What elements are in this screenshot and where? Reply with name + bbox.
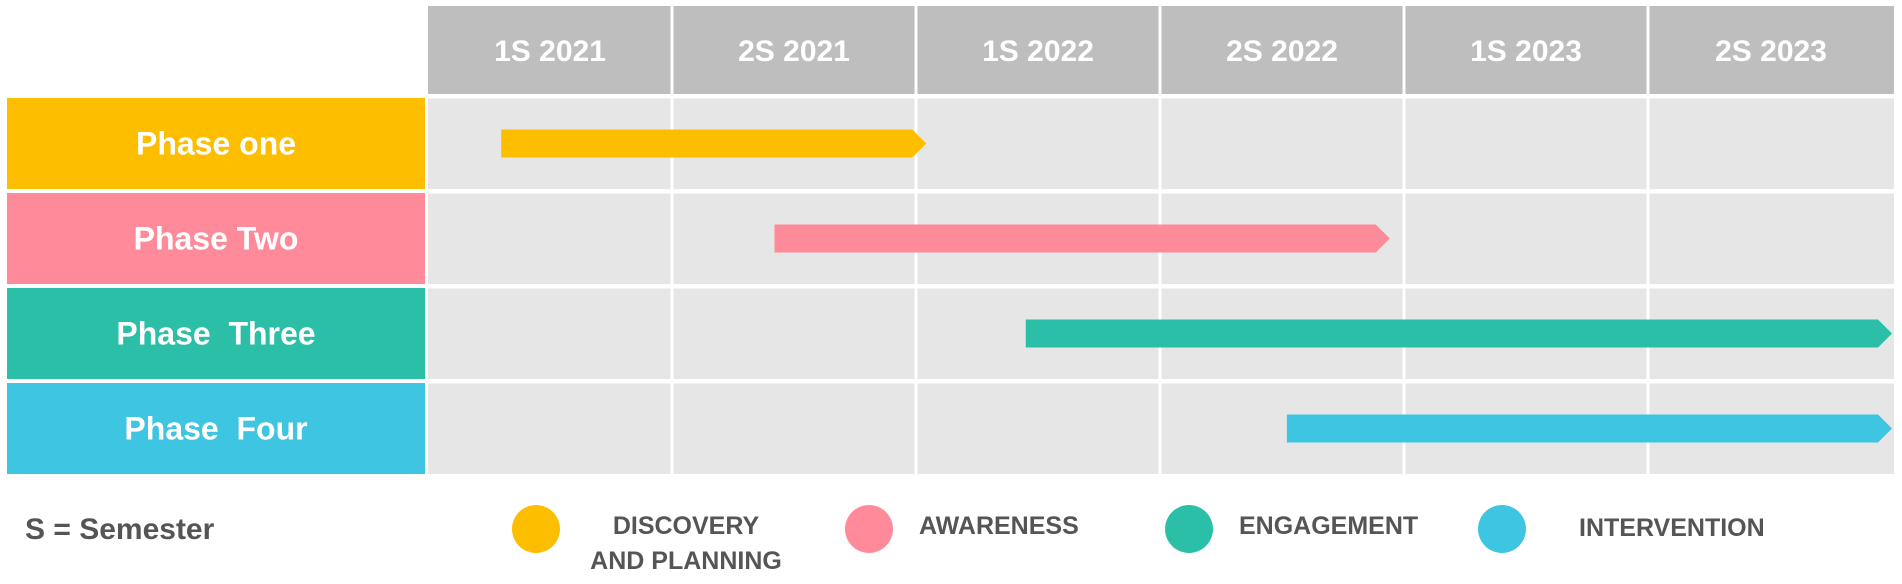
phase-bar: [774, 224, 1390, 253]
header-cell: [428, 6, 672, 94]
grid-cell: [428, 193, 672, 284]
grid-cell: [1648, 98, 1894, 189]
phase-label-box: [7, 98, 425, 189]
phase-bar: [501, 129, 927, 158]
grid-cell: [916, 383, 1160, 474]
period-label: 2S 2023: [1715, 35, 1827, 68]
phase-bar: [1025, 319, 1892, 348]
phase-label-box: [7, 383, 425, 474]
legend-item-awareness: AWARENESS: [845, 505, 1079, 553]
grid-cell: [672, 288, 916, 379]
legend-dot-awareness: [845, 505, 893, 553]
phase-label: Phase Four: [124, 411, 307, 447]
grid-cell: [1404, 98, 1648, 189]
period-label: 1S 2022: [982, 35, 1094, 68]
phase-label-box: [7, 288, 425, 379]
grid-cell: [428, 288, 672, 379]
grid-cell: [1160, 98, 1404, 189]
grid-cell: [672, 383, 916, 474]
legend-item-engagement: ENGAGEMENT: [1165, 505, 1418, 553]
grid-cell: [1404, 193, 1648, 284]
period-label: 2S 2022: [1226, 35, 1338, 68]
legend-label-intervention: INTERVENTION: [1579, 514, 1765, 542]
grid-cell: [916, 98, 1160, 189]
semester-note: S = Semester: [25, 513, 215, 546]
phase-label: Phase Three: [116, 316, 315, 352]
header-cell: [916, 6, 1160, 94]
legend-label-discovery: DISCOVERY AND PLANNING: [590, 512, 782, 575]
legend-item-discovery: DISCOVERY AND PLANNING: [512, 505, 786, 579]
header-cell: [1160, 6, 1404, 94]
header-cell: [1404, 6, 1648, 94]
phase-label: Phase one: [136, 126, 296, 162]
legend-item-intervention: INTERVENTION: [1478, 505, 1765, 553]
period-label: 1S 2023: [1470, 35, 1582, 68]
header-cell: [1648, 6, 1894, 94]
legend-dot-discovery: [512, 505, 560, 553]
grid-cell: [428, 383, 672, 474]
legend-label-awareness: AWARENESS: [919, 512, 1079, 540]
header-cell: [672, 6, 916, 94]
legend-label-engagement: ENGAGEMENT: [1239, 512, 1419, 540]
legend: S = Semester DISCOVERY AND PLANNING AWAR…: [0, 495, 1902, 584]
phase-label: Phase Two: [134, 221, 299, 257]
legend-dot-engagement: [1165, 505, 1213, 553]
gantt-chart: 1S 2021 2S 2021 1S 2022 2S 2022 1S 2023 2S 20…: [7, 6, 1894, 475]
period-label: 2S 2021: [738, 35, 850, 68]
phase-bar: [1286, 414, 1892, 443]
period-label: 1S 2021: [494, 35, 606, 68]
legend-dot-intervention: [1478, 505, 1526, 553]
phase-label-box: [7, 193, 425, 284]
grid-cell: [1648, 193, 1894, 284]
